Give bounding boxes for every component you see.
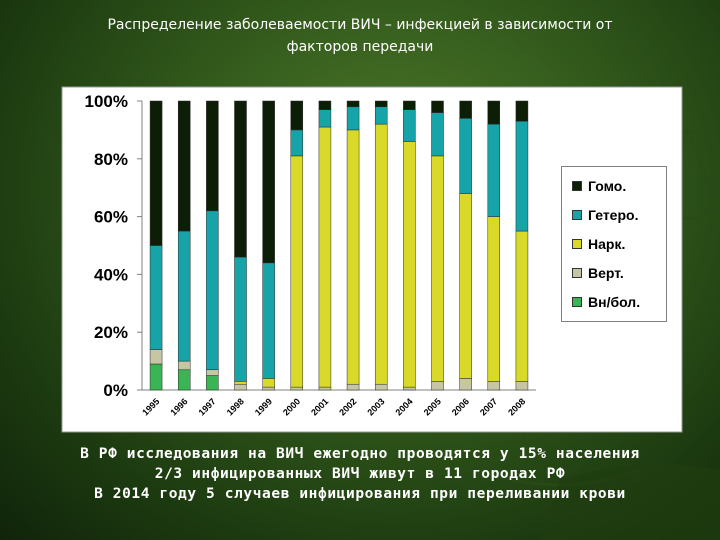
bar-segment-hetero [178,231,190,361]
legend-label: Верт. [588,265,624,281]
legend-swatch-vert [572,268,582,278]
bar-segment-hetero [432,113,444,156]
bar-segment-nark [375,124,387,384]
bar-segment-vert [206,370,218,376]
bar-segment-vert [432,381,444,390]
bar-segment-vert [375,384,387,390]
legend-swatch-nark [572,239,582,249]
plot-area [142,101,536,390]
bar-segment-nark [488,217,500,382]
bar-segment-hetero [460,118,472,193]
bar-segment-homo [206,101,218,211]
footer-line-3: В 2014 году 5 случаев инфицирования при … [0,484,720,504]
bar-segment-homo [150,101,162,246]
bar-segment-vert [291,387,303,390]
legend-label: Нарк. [588,236,625,252]
bar-segment-nark [460,193,472,378]
bar-segment-hetero [206,211,218,370]
bar-segment-hetero [488,124,500,216]
bar-segment-hetero [347,107,359,130]
bar-segment-vnbol [206,376,218,390]
y-tick-label: 80% [94,150,128,169]
bar-segment-vert [178,361,190,370]
legend-label: Гомо. [588,178,626,194]
legend-item-homo: Гомо. [572,171,666,200]
bar-segment-vert [319,387,331,390]
bar-segment-homo [375,101,387,107]
legend-label: Вн/бол. [588,294,640,310]
bar-segment-hetero [403,110,415,142]
footer-notes: В РФ исследования на ВИЧ ежегодно провод… [0,444,720,504]
bar-segment-homo [291,101,303,130]
bar-segment-hetero [235,257,247,381]
bar-segment-nark [291,156,303,387]
bar-segment-nark [235,381,247,384]
footer-line-1: В РФ исследования на ВИЧ ежегодно провод… [0,444,720,464]
bar-segment-homo [235,101,247,257]
legend-item-vnbol: Вн/бол. [572,287,666,316]
bar-segment-vert [460,378,472,390]
bar-segment-vert [150,350,162,364]
bar-segment-vert [488,381,500,390]
bar-segment-hetero [150,246,162,350]
y-tick-label: 20% [94,323,128,342]
bar-segment-vnbol [178,370,190,390]
legend-swatch-homo [572,181,582,191]
bar-segment-hetero [516,121,528,231]
legend-item-vert: Верт. [572,258,666,287]
chart-legend: Гомо. Гетеро. Нарк. Верт. Вн/бол. [561,166,667,322]
bar-segment-vert [403,387,415,390]
bar-segment-nark [516,231,528,381]
bar-segment-homo [178,101,190,231]
bar-segment-vert [235,384,247,390]
bar-segment-hetero [319,110,331,127]
bar-segment-nark [263,378,275,387]
bar-segment-hetero [263,263,275,379]
legend-swatch-hetero [572,210,582,220]
bar-segment-homo [263,101,275,263]
bar-segment-homo [319,101,331,110]
bar-segment-homo [432,101,444,113]
bar-segment-vert [516,381,528,390]
bar-segment-homo [403,101,415,110]
bar-segment-nark [347,130,359,384]
bar-segment-nark [432,156,444,381]
bar-segment-vnbol [150,364,162,390]
bar-segment-hetero [291,130,303,156]
legend-label: Гетеро. [588,207,638,223]
y-tick-label: 100% [85,92,128,111]
bar-segment-nark [319,127,331,387]
bar-segment-homo [516,101,528,121]
legend-item-hetero: Гетеро. [572,200,666,229]
y-tick-label: 0% [103,381,128,400]
footer-line-2: 2/3 инфицированных ВИЧ живут в 11 города… [0,464,720,484]
bar-segment-homo [347,101,359,107]
bar-segment-nark [403,141,415,387]
y-tick-label: 60% [94,208,128,227]
bar-segment-vert [347,384,359,390]
bar-segment-hetero [375,107,387,124]
bar-segment-homo [488,101,500,124]
y-tick-label: 40% [94,265,128,284]
legend-swatch-vnbol [572,297,582,307]
bar-segment-homo [460,101,472,118]
legend-item-nark: Нарк. [572,229,666,258]
bar-segment-vert [263,387,275,390]
